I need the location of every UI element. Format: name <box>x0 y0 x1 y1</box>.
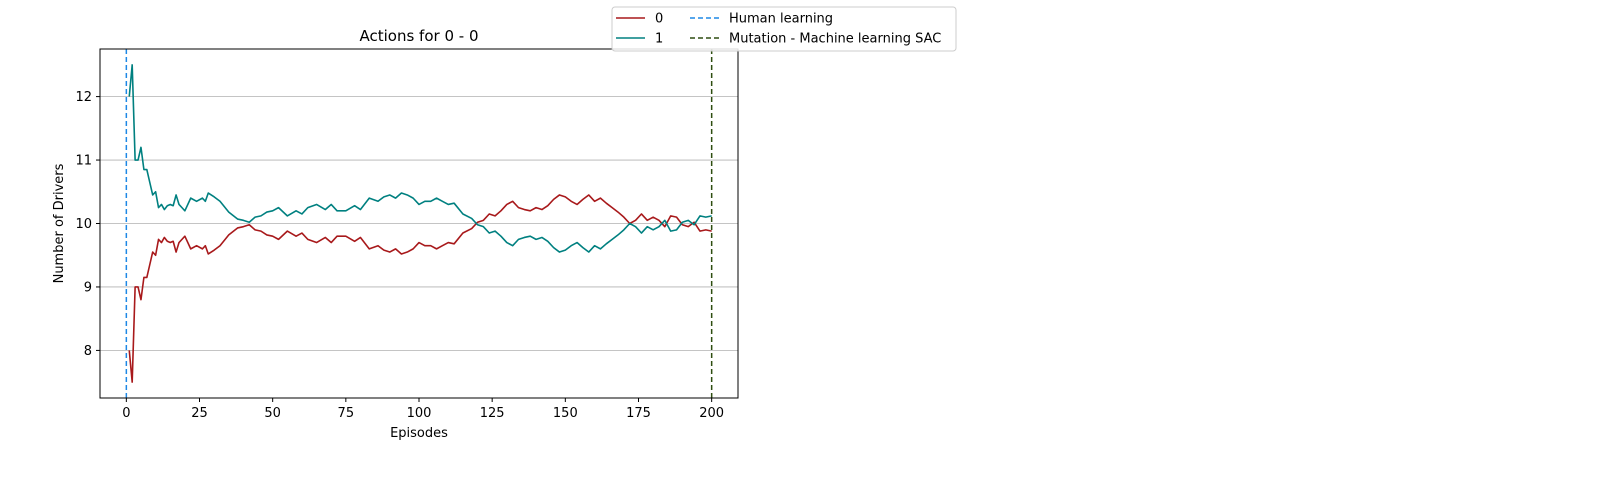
x-tick-label: 25 <box>191 406 208 421</box>
series-layer <box>128 64 712 383</box>
y-tick-label: 10 <box>75 217 92 232</box>
y-tick-label: 12 <box>75 90 92 105</box>
y-axis-ticks: 8 9 10 11 12 <box>75 90 100 359</box>
x-tick-label: 75 <box>338 406 355 421</box>
legend-label: 0 <box>655 12 663 27</box>
y-tick-label: 9 <box>84 280 92 295</box>
x-tick-label: 50 <box>264 406 281 421</box>
vertical-markers <box>125 49 713 398</box>
x-axis-title: Episodes <box>390 426 448 441</box>
series-line-1 <box>128 64 712 253</box>
grid-lines <box>100 96 738 351</box>
legend: 0 1 Human learning Mutation - Machine learn… <box>611 6 957 52</box>
legend-label: 1 <box>655 32 663 47</box>
chart-title: Actions for 0 - 0 <box>360 27 479 45</box>
x-tick-label: 100 <box>407 406 432 421</box>
series-line-0 <box>128 194 712 383</box>
x-axis-ticks: 0 25 50 75 100 125 150 175 200 <box>122 398 724 421</box>
x-tick-label: 150 <box>553 406 578 421</box>
y-axis-title: Number of Drivers <box>52 163 67 283</box>
x-tick-label: 0 <box>122 406 130 421</box>
y-tick-label: 8 <box>84 344 92 359</box>
x-tick-label: 200 <box>699 406 724 421</box>
legend-label: Mutation - Machine learning SAC <box>729 32 941 47</box>
x-tick-label: 125 <box>480 406 505 421</box>
legend-label: Human learning <box>729 12 833 27</box>
y-tick-label: 11 <box>75 154 92 169</box>
x-tick-label: 175 <box>626 406 651 421</box>
